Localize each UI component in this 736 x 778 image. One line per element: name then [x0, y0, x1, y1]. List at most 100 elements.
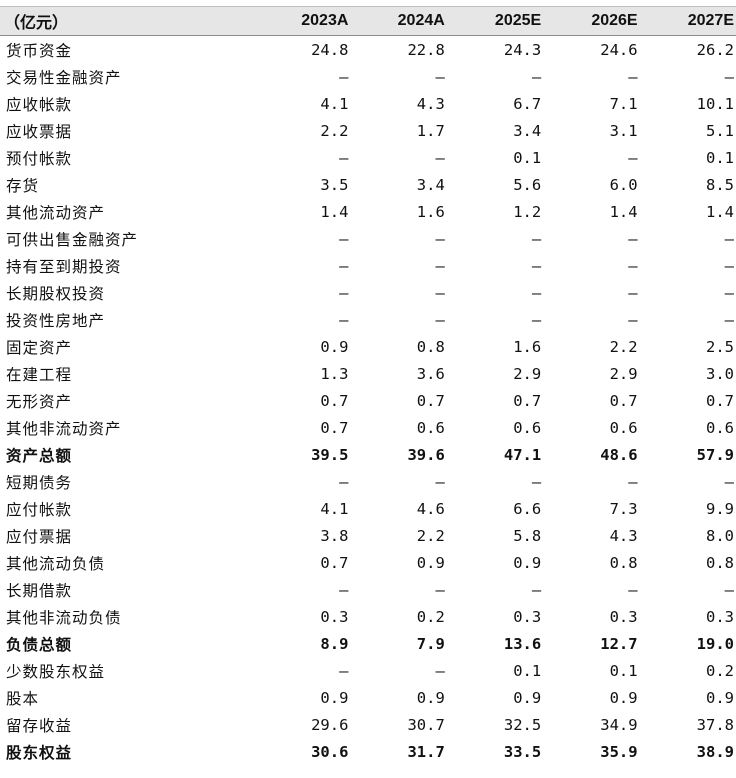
- value-cell: 0.7: [320, 418, 349, 437]
- value-cell: –: [724, 472, 734, 491]
- value-cell: 0.9: [706, 688, 734, 707]
- row-label: 应收帐款: [6, 95, 73, 114]
- row-label: 持有至到期投资: [6, 257, 122, 276]
- value-cell: 8.0: [706, 526, 734, 545]
- table-row: 应收票据 2.2 1.7 3.4 3.1 5.1: [0, 117, 736, 144]
- value-cell: 24.3: [503, 40, 542, 59]
- value-cell: 0.9: [416, 688, 445, 707]
- value-cell: 2.9: [513, 364, 542, 383]
- value-cell: 30.6: [311, 742, 349, 761]
- value-cell: 5.1: [706, 121, 734, 140]
- year-header: 2024A: [350, 7, 447, 36]
- row-label: 可供出售金融资产: [6, 230, 139, 249]
- table-row: 股东权益 30.6 31.7 33.5 35.9 38.9: [0, 738, 736, 765]
- value-cell: 2.2: [609, 337, 638, 356]
- value-cell: 6.6: [513, 499, 542, 518]
- value-cell: –: [724, 67, 734, 86]
- table-row: 存货 3.5 3.4 5.6 6.0 8.5: [0, 171, 736, 198]
- value-cell: 0.9: [609, 688, 638, 707]
- value-cell: 33.5: [503, 742, 542, 761]
- row-label: 留存收益: [6, 716, 73, 735]
- value-cell: 3.1: [609, 121, 638, 140]
- table-row: 其他非流动负债 0.3 0.2 0.3 0.3 0.3: [0, 603, 736, 630]
- value-cell: 22.8: [407, 40, 445, 59]
- value-cell: –: [628, 256, 638, 275]
- value-cell: 32.5: [503, 715, 542, 734]
- value-cell: –: [724, 283, 734, 302]
- value-cell: –: [531, 256, 542, 275]
- table-row: 无形资产 0.7 0.7 0.7 0.7 0.7: [0, 387, 736, 414]
- value-cell: –: [724, 580, 734, 599]
- value-cell: 24.6: [600, 40, 638, 59]
- value-cell: 1.2: [513, 202, 542, 221]
- value-cell: 3.5: [320, 175, 349, 194]
- value-cell: 2.2: [320, 121, 349, 140]
- table-row: 其他流动资产 1.4 1.6 1.2 1.4 1.4: [0, 198, 736, 225]
- value-cell: 4.3: [416, 94, 445, 113]
- value-cell: 0.1: [609, 661, 638, 680]
- value-cell: –: [628, 580, 638, 599]
- value-cell: –: [628, 283, 638, 302]
- value-cell: 1.6: [416, 202, 445, 221]
- value-cell: 6.0: [609, 175, 638, 194]
- value-cell: 57.9: [696, 445, 734, 464]
- table-row: 负债总额 8.9 7.9 13.6 12.7 19.0: [0, 630, 736, 657]
- value-cell: 0.1: [706, 148, 734, 167]
- value-cell: –: [435, 67, 445, 86]
- value-cell: –: [628, 67, 638, 86]
- value-cell: 0.8: [416, 337, 445, 356]
- value-cell: –: [531, 310, 542, 329]
- value-cell: –: [435, 256, 445, 275]
- row-label: 负债总额: [6, 635, 73, 654]
- table-row: 货币资金 24.8 22.8 24.3 24.6 26.2: [0, 36, 736, 64]
- value-cell: –: [531, 472, 542, 491]
- value-cell: –: [531, 67, 542, 86]
- value-cell: 3.6: [416, 364, 445, 383]
- value-cell: 0.9: [416, 553, 445, 572]
- value-cell: –: [339, 580, 349, 599]
- value-cell: 0.2: [706, 661, 734, 680]
- table-header-row: （亿元） 2023A 2024A 2025E 2026E 2027E: [0, 7, 736, 36]
- value-cell: 0.9: [513, 688, 542, 707]
- value-cell: –: [339, 256, 349, 275]
- value-cell: 19.0: [696, 634, 734, 653]
- value-cell: 4.3: [609, 526, 638, 545]
- value-cell: 39.6: [407, 445, 445, 464]
- value-cell: 8.5: [706, 175, 734, 194]
- table-row: 在建工程 1.3 3.6 2.9 2.9 3.0: [0, 360, 736, 387]
- value-cell: –: [531, 580, 542, 599]
- row-label: 固定资产: [6, 338, 73, 357]
- value-cell: –: [628, 148, 638, 167]
- value-cell: 3.4: [513, 121, 542, 140]
- value-cell: 0.1: [513, 661, 542, 680]
- value-cell: 0.3: [513, 607, 542, 626]
- value-cell: 0.3: [320, 607, 349, 626]
- value-cell: 0.7: [320, 391, 349, 410]
- value-cell: –: [435, 310, 445, 329]
- value-cell: 2.2: [416, 526, 445, 545]
- table-row: 其他流动负债 0.7 0.9 0.9 0.8 0.8: [0, 549, 736, 576]
- value-cell: 12.7: [600, 634, 638, 653]
- table-row: 资产总额 39.5 39.6 47.1 48.6 57.9: [0, 441, 736, 468]
- value-cell: 26.2: [696, 40, 734, 59]
- value-cell: –: [339, 661, 349, 680]
- value-cell: 0.2: [416, 607, 445, 626]
- table-row: 交易性金融资产 – – – – –: [0, 63, 736, 90]
- value-cell: –: [435, 661, 445, 680]
- table-row: 长期股权投资 – – – – –: [0, 279, 736, 306]
- value-cell: 1.4: [609, 202, 638, 221]
- year-header: 2027E: [639, 7, 736, 36]
- unit-header: （亿元）: [0, 7, 255, 36]
- row-label: 无形资产: [6, 392, 73, 411]
- value-cell: 3.0: [706, 364, 734, 383]
- value-cell: –: [435, 148, 445, 167]
- row-label: 应收票据: [6, 122, 73, 141]
- table-row: 长期借款 – – – – –: [0, 576, 736, 603]
- value-cell: –: [435, 472, 445, 491]
- value-cell: 0.3: [706, 607, 734, 626]
- value-cell: 35.9: [600, 742, 638, 761]
- table-row: 应收帐款 4.1 4.3 6.7 7.1 10.1: [0, 90, 736, 117]
- row-label: 应付帐款: [6, 500, 73, 519]
- value-cell: 24.8: [311, 40, 349, 59]
- value-cell: 0.7: [706, 391, 734, 410]
